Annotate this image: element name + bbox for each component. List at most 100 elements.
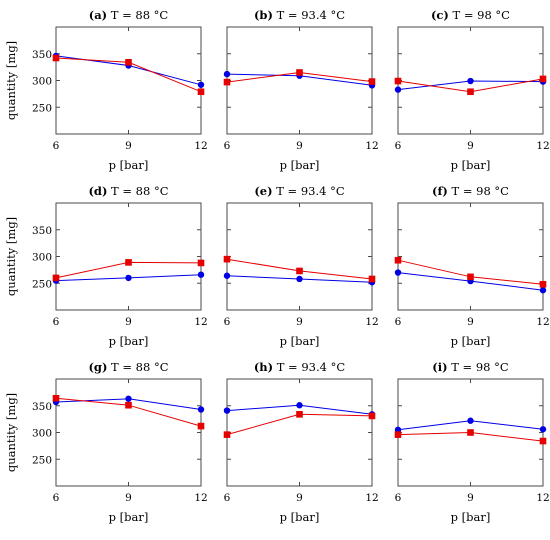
panel-title-text: T = 93.4 °C (273, 184, 345, 198)
panel-title-text: T = 98 °C (448, 360, 509, 374)
red-square-marker (197, 422, 205, 430)
blue-circle-marker (394, 269, 402, 276)
panel-title-text: T = 93.4 °C (273, 8, 345, 22)
x-tick-label: 12 (194, 316, 207, 328)
panel-d: (d) T = 88 °C 250 300 350 6 9 12 p [bar] quantit… (4, 184, 208, 348)
blue-circle-marker (539, 426, 547, 433)
x-axis-label: p [bar] (451, 510, 491, 524)
y-tick-label: 350 (32, 49, 52, 61)
red-square-marker (467, 429, 474, 436)
x-tick-label: 6 (224, 140, 231, 152)
panel-title-text: T = 98 °C (448, 184, 509, 198)
red-square-marker (52, 54, 60, 62)
x-tick-label: 9 (467, 316, 474, 328)
panel-title: (g) T = 88 °C (88, 360, 168, 374)
x-tick-label: 6 (395, 492, 402, 504)
panel-tag: (i) (432, 360, 447, 374)
red-square-marker (539, 75, 547, 83)
red-square-marker (368, 412, 376, 420)
panel-title: (d) T = 88 °C (88, 184, 168, 198)
red-square-marker (368, 275, 376, 283)
panel-title: (f) T = 98 °C (432, 184, 509, 198)
x-tick-label: 9 (125, 316, 132, 328)
red-square-marker (394, 77, 402, 85)
x-axis-label: p [bar] (280, 510, 320, 524)
y-axis-label: quantity [mg] (4, 393, 18, 472)
x-axis-label: p [bar] (109, 158, 149, 172)
red-square-marker (52, 394, 60, 402)
plot-frame (226, 26, 373, 135)
panel-title: (i) T = 98 °C (432, 360, 509, 374)
x-tick-label: 6 (395, 316, 402, 328)
red-square-marker (52, 274, 60, 282)
red-square-marker (125, 259, 132, 266)
blue-circle-marker (394, 86, 402, 93)
panel-tag: (b) (254, 8, 273, 22)
x-tick-label: 9 (296, 316, 303, 328)
x-tick-label: 12 (194, 492, 207, 504)
plot-frame (55, 378, 202, 487)
red-square-marker (368, 78, 376, 85)
y-tick-label: 300 (32, 252, 52, 264)
panel-tag: (f) (432, 184, 448, 198)
red-square-marker (223, 255, 231, 263)
x-axis-label: p [bar] (109, 334, 149, 348)
x-tick-label: 6 (53, 492, 60, 504)
x-tick-label: 6 (53, 140, 60, 152)
panel-b: (b) T = 93.4 °C 6 9 12 p [bar] (224, 8, 379, 172)
plot-frame (226, 202, 373, 311)
plot-frame (397, 202, 544, 311)
x-axis-label: p [bar] (451, 158, 491, 172)
blue-circle-marker (296, 402, 303, 409)
blue-circle-marker (197, 81, 205, 88)
x-tick-label: 9 (296, 140, 303, 152)
x-tick-label: 6 (224, 316, 231, 328)
panel-title-text: T = 88 °C (107, 360, 168, 374)
red-square-marker (125, 401, 132, 409)
y-tick-label: 350 (32, 225, 52, 237)
y-axis-label: quantity [mg] (4, 217, 18, 296)
panel-tag: (h) (254, 360, 273, 374)
blue-circle-marker (223, 272, 231, 279)
red-square-marker (197, 88, 205, 96)
panel-title: (h) T = 93.4 °C (254, 360, 346, 374)
red-square-marker (467, 273, 474, 281)
panel-title: (a) T = 88 °C (89, 8, 169, 22)
panel-h: (h) T = 93.4 °C 6 9 12 p [bar] (224, 360, 379, 524)
blue-circle-marker (296, 275, 303, 283)
panel-title-text: T = 98 °C (449, 8, 510, 22)
panel-e: (e) T = 93.4 °C 6 9 12 p [bar] (224, 184, 379, 348)
red-square-marker (223, 78, 231, 86)
red-square-marker (296, 267, 303, 275)
panel-tag: (g) (88, 360, 107, 374)
panel-title: (b) T = 93.4 °C (254, 8, 345, 22)
red-square-marker (394, 431, 402, 438)
x-axis-label: p [bar] (451, 334, 491, 348)
red-square-marker (394, 256, 402, 264)
blue-circle-marker (125, 395, 132, 402)
x-tick-label: 9 (296, 492, 303, 504)
x-tick-label: 9 (125, 140, 132, 152)
x-tick-label: 12 (194, 140, 207, 152)
x-tick-label: 12 (365, 140, 378, 152)
x-tick-label: 6 (395, 140, 402, 152)
x-tick-label: 9 (467, 492, 474, 504)
y-tick-label: 250 (32, 278, 52, 290)
plot-frame (55, 202, 202, 311)
blue-circle-marker (539, 287, 547, 294)
plot-frame (55, 26, 202, 135)
x-tick-label: 12 (536, 316, 549, 328)
y-tick-label: 250 (32, 102, 52, 114)
x-tick-label: 12 (365, 492, 378, 504)
blue-circle-marker (223, 70, 231, 78)
panel-title-text: T = 93.4 °C (273, 360, 345, 374)
red-square-marker (197, 259, 205, 267)
x-axis-label: p [bar] (109, 510, 149, 524)
panel-a: (a) T = 88 °C 250 300 350 6 9 12 p [bar] quantit… (4, 8, 208, 172)
y-tick-label: 300 (32, 76, 52, 88)
blue-circle-marker (197, 406, 205, 413)
x-axis-label: p [bar] (280, 334, 320, 348)
red-square-marker (296, 69, 303, 76)
blue-circle-marker (467, 417, 474, 424)
